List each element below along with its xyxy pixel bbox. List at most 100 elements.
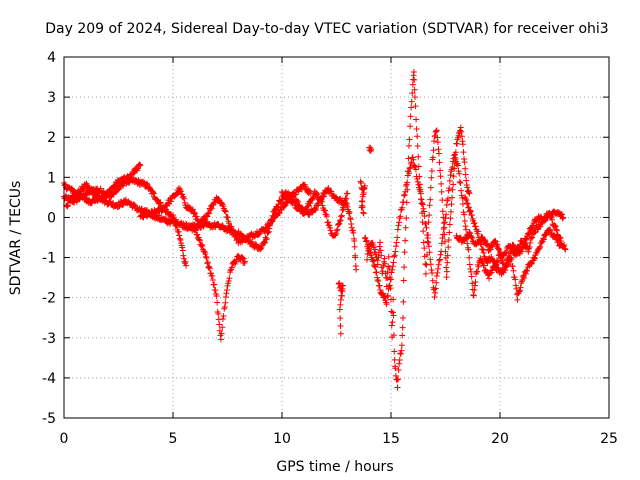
data-point	[561, 245, 568, 252]
y-tick-label: 4	[47, 50, 56, 66]
y-tick-label: 1	[47, 170, 56, 186]
data-point	[203, 253, 210, 260]
data-point	[443, 264, 450, 271]
data-point	[307, 200, 314, 207]
data-point	[395, 366, 402, 373]
data-point	[466, 254, 473, 261]
data-point	[531, 229, 538, 236]
data-point	[531, 254, 538, 261]
data-point	[514, 296, 521, 303]
y-tick-label: -5	[42, 411, 56, 427]
data-point	[219, 222, 226, 229]
data-point	[470, 292, 477, 299]
data-point	[353, 266, 360, 273]
data-point	[176, 235, 183, 242]
data-point	[372, 264, 379, 271]
data-point	[445, 244, 452, 251]
data-point	[404, 179, 411, 186]
data-point	[130, 201, 137, 208]
data-point	[451, 151, 458, 158]
data-point	[447, 208, 454, 215]
data-point	[377, 247, 384, 254]
data-point	[427, 261, 434, 268]
data-point	[391, 252, 398, 259]
data-point	[480, 246, 487, 253]
data-point	[343, 200, 350, 207]
data-point	[268, 217, 275, 224]
data-point	[220, 313, 227, 320]
y-tick-label: 0	[47, 210, 56, 226]
data-points	[61, 69, 569, 391]
data-point	[245, 236, 252, 243]
data-point	[223, 287, 230, 294]
data-point	[512, 282, 519, 289]
data-point	[472, 279, 479, 286]
data-point	[558, 238, 565, 245]
data-point	[389, 319, 396, 326]
data-point	[359, 202, 366, 209]
data-point	[292, 202, 299, 209]
data-point	[478, 241, 485, 248]
data-point	[223, 290, 230, 297]
data-point	[240, 255, 247, 262]
data-point	[337, 301, 344, 308]
data-point	[398, 342, 405, 349]
data-point	[492, 237, 499, 244]
data-point	[468, 212, 475, 219]
data-point	[362, 234, 369, 241]
data-point	[459, 141, 466, 148]
data-point	[464, 200, 471, 207]
data-point	[443, 274, 450, 281]
data-point	[438, 240, 445, 247]
data-point	[433, 273, 440, 280]
data-point	[176, 232, 183, 239]
data-point	[529, 223, 536, 230]
data-point	[436, 257, 443, 264]
data-point	[499, 260, 506, 267]
data-point	[463, 197, 470, 204]
data-point	[336, 218, 343, 225]
data-point	[114, 185, 121, 192]
data-point	[397, 350, 404, 357]
data-point	[467, 266, 474, 273]
data-point	[510, 241, 517, 248]
data-point	[494, 241, 501, 248]
x-tick-label: 20	[491, 431, 509, 447]
data-point	[204, 213, 211, 220]
data-point	[435, 265, 442, 272]
data-point	[321, 207, 328, 214]
data-point	[337, 296, 344, 303]
data-point	[389, 263, 396, 270]
data-point	[462, 165, 469, 172]
data-point	[434, 134, 441, 141]
data-point	[381, 255, 388, 262]
data-point	[219, 324, 226, 331]
data-point	[471, 287, 478, 294]
plot-frame	[63, 56, 610, 419]
data-point	[441, 219, 448, 226]
data-point	[476, 236, 483, 243]
data-point	[536, 224, 543, 231]
data-point	[388, 276, 394, 283]
data-point	[304, 203, 311, 210]
data-point	[436, 159, 443, 166]
data-point	[479, 258, 486, 265]
data-point	[191, 209, 198, 216]
data-point	[222, 207, 229, 214]
x-tick-label: 25	[600, 431, 618, 447]
data-point	[464, 184, 471, 191]
data-point	[434, 139, 441, 146]
data-point	[399, 204, 406, 211]
data-point	[443, 268, 450, 275]
data-point	[205, 210, 212, 217]
data-point	[217, 336, 224, 343]
data-point	[449, 164, 456, 171]
data-point	[536, 244, 543, 251]
data-point	[526, 229, 533, 236]
data-point	[286, 194, 293, 201]
data-point	[344, 190, 351, 197]
data-point	[406, 136, 413, 143]
data-point	[218, 330, 225, 337]
data-point	[372, 251, 379, 258]
